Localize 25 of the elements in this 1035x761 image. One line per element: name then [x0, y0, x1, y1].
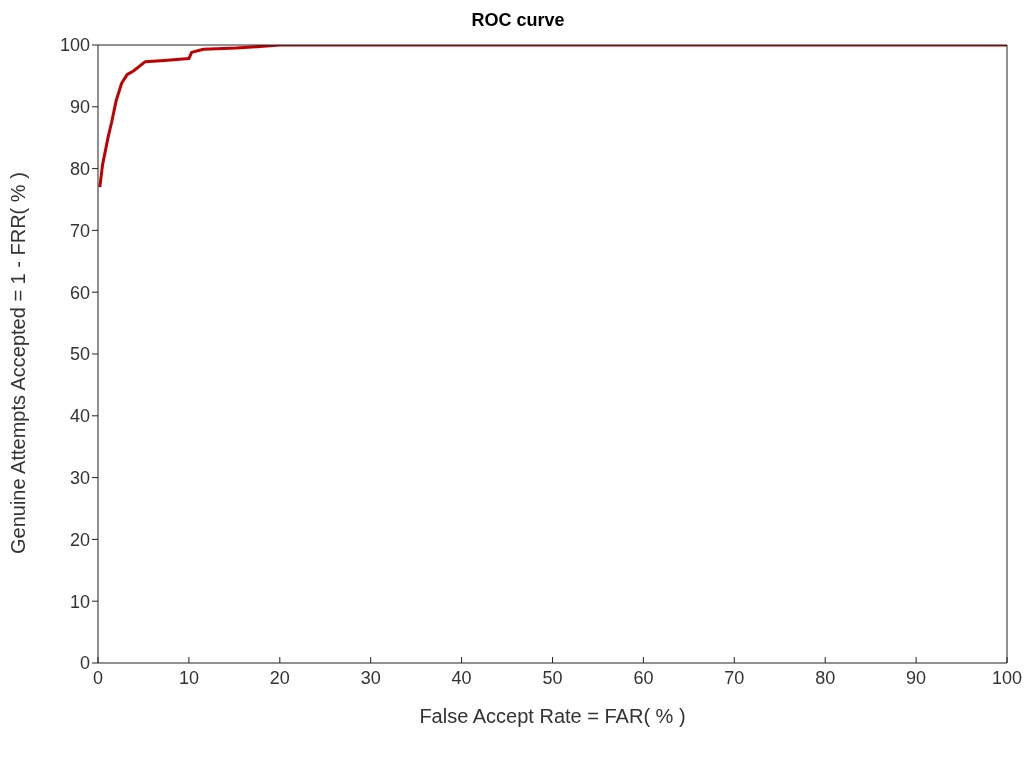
y-tick-label: 80	[69, 158, 90, 179]
x-tick-label: 60	[633, 667, 654, 688]
y-tick-label: 30	[69, 467, 90, 488]
y-tick-label: 70	[69, 220, 90, 241]
y-tick-label: 100	[59, 35, 90, 56]
y-tick-label: 0	[79, 653, 90, 674]
x-tick-label: 10	[178, 667, 199, 688]
x-axis-title: False Accept Rate = FAR( % )	[419, 705, 686, 727]
chart-title: ROC curve	[470, 10, 566, 31]
x-tick-label: 90	[906, 667, 927, 688]
y-tick-label: 50	[69, 344, 90, 365]
y-tick-label: 90	[69, 97, 90, 118]
y-tick-label: 60	[69, 282, 90, 303]
x-tick-label: 0	[92, 667, 104, 688]
x-tick-label: 30	[360, 667, 381, 688]
y-tick-label: 20	[69, 529, 90, 550]
x-tick-label: 80	[815, 667, 836, 688]
y-tick-label: 40	[69, 406, 90, 427]
y-axis-title: Genuine Attempts Accepted = 1 - FRR( % )	[7, 172, 30, 554]
x-tick-label: 40	[451, 667, 472, 688]
y-tick-label: 10	[69, 591, 90, 612]
x-tick-label: 70	[724, 667, 745, 688]
x-tick-label: 20	[269, 667, 290, 688]
x-tick-label: 50	[542, 667, 563, 688]
x-tick-label: 100	[991, 667, 1023, 688]
